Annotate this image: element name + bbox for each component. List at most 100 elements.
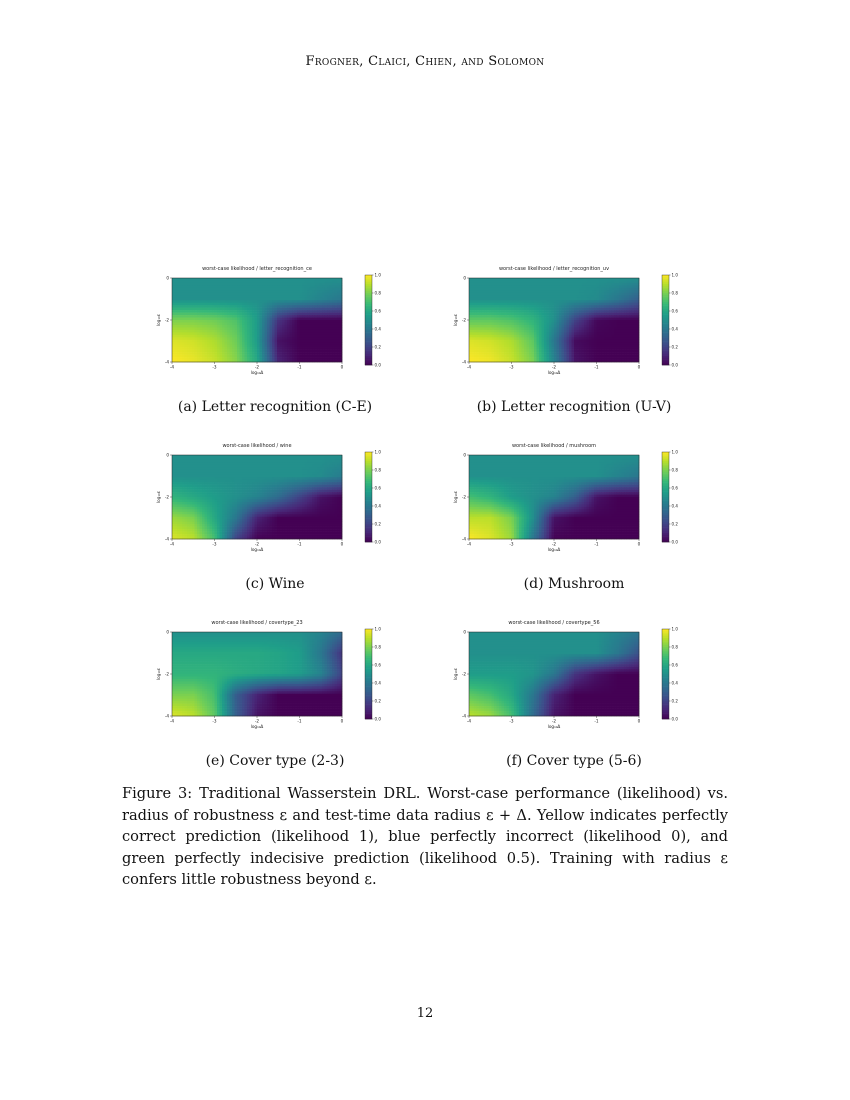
- heatmap-cell: [317, 459, 320, 463]
- heatmap-cell: [539, 310, 542, 313]
- heatmap-cell: [571, 295, 575, 299]
- heatmap-cell: [539, 337, 542, 341]
- heatmap-cell: [177, 317, 180, 321]
- heatmap-cell: [312, 352, 315, 355]
- heatmap-cell: [249, 344, 253, 348]
- heatmap-cell: [207, 315, 210, 318]
- heatmap-cell: [317, 332, 320, 336]
- heatmap-cell: [234, 292, 238, 296]
- heatmap-cell: [616, 315, 620, 318]
- heatmap-cell: [504, 329, 507, 333]
- heatmap-cell: [284, 317, 288, 321]
- heatmap-cell: [511, 354, 515, 358]
- heatmap-cell: [334, 280, 338, 284]
- heatmap-cell: [239, 312, 243, 316]
- heatmap-cell: [586, 329, 590, 333]
- heatmap-cell: [534, 334, 537, 338]
- heatmap-cell: [606, 295, 610, 299]
- heatmap-cell: [494, 342, 497, 346]
- heatmap-cell: [217, 300, 220, 304]
- heatmap-cell: [187, 455, 190, 458]
- heatmap-cell: [549, 312, 552, 316]
- heatmap-cell: [224, 295, 228, 299]
- heatmap-cell: [337, 322, 340, 326]
- heatmap-cell: [277, 278, 280, 281]
- heatmap-cell: [297, 352, 300, 355]
- heatmap-cell: [207, 455, 210, 458]
- heatmap-cell: [631, 322, 635, 326]
- heatmap-cell: [504, 352, 507, 355]
- heatmap-cell: [529, 320, 532, 323]
- heatmap-cell: [534, 285, 537, 289]
- heatmap-cell: [299, 292, 303, 296]
- heatmap-cell: [596, 339, 600, 343]
- heatmap-cell: [294, 457, 298, 461]
- heatmap-cell: [332, 359, 335, 363]
- heatmap-cell: [499, 285, 502, 289]
- heatmap-cell: [314, 287, 318, 291]
- heatmap-cell: [202, 292, 205, 296]
- heatmap-cell: [324, 352, 328, 355]
- heatmap-cell: [564, 280, 567, 284]
- heatmap-cell: [252, 297, 255, 301]
- heatmap-cell: [199, 347, 203, 350]
- heatmap-cell: [556, 278, 560, 281]
- heatmap-cell: [491, 347, 495, 350]
- heatmap-cell: [257, 337, 260, 341]
- heatmap-cell: [214, 352, 218, 355]
- heatmap-cell: [259, 307, 263, 311]
- heatmap-cell: [481, 307, 485, 311]
- heatmap-cell: [319, 324, 323, 328]
- heatmap-cell: [631, 278, 635, 281]
- heatmap-cell: [569, 344, 572, 348]
- heatmap-cell: [524, 310, 527, 313]
- heatmap-cell: [486, 287, 490, 291]
- heatmap-cell: [541, 342, 545, 346]
- heatmap-cell: [299, 352, 303, 355]
- heatmap-cell: [287, 302, 290, 306]
- heatmap-cell: [486, 357, 490, 360]
- heatmap-cell: [174, 315, 178, 318]
- heatmap-cell: [267, 337, 270, 341]
- heatmap-cell: [634, 295, 637, 299]
- heatmap-cell: [222, 285, 225, 289]
- heatmap-cell: [589, 334, 592, 338]
- heatmap-cell: [187, 320, 190, 323]
- heatmap-cell: [202, 324, 205, 328]
- heatmap-cell: [564, 332, 567, 336]
- heatmap-cell: [551, 344, 555, 348]
- heatmap-cell: [207, 349, 210, 353]
- heatmap-cell: [319, 332, 323, 336]
- heatmap-cell: [337, 280, 340, 284]
- heatmap-cell: [279, 337, 283, 341]
- heatmap-cell: [207, 317, 210, 321]
- heatmap-cell: [247, 329, 250, 333]
- heatmap-cell: [629, 315, 632, 318]
- heatmap-cell: [299, 457, 303, 461]
- heatmap-cell: [174, 300, 178, 304]
- heatmap-cell: [474, 290, 477, 294]
- heatmap-cell: [609, 359, 612, 363]
- heatmap-cell: [217, 287, 220, 291]
- heatmap-cell: [489, 282, 492, 286]
- heatmap-cell: [234, 278, 238, 281]
- heatmap-cell: [324, 342, 328, 346]
- heatmap-cell: [541, 327, 545, 331]
- heatmap-cell: [496, 329, 500, 333]
- heatmap-cell: [219, 459, 223, 463]
- heatmap-cell: [596, 332, 600, 336]
- heatmap-cell: [267, 297, 270, 301]
- heatmap-cell: [574, 315, 577, 318]
- heatmap-cell: [571, 342, 575, 346]
- heatmap-cell: [242, 310, 245, 313]
- heatmap-cell: [621, 332, 625, 336]
- heatmap-cell: [506, 344, 510, 348]
- heatmap-cell: [534, 322, 537, 326]
- heatmap-cell: [496, 295, 500, 299]
- heatmap-cell: [252, 282, 255, 286]
- heatmap-cell: [544, 290, 547, 294]
- heatmap-cell: [531, 302, 535, 306]
- heatmap-cell: [469, 315, 472, 318]
- heatmap-cell: [509, 347, 512, 350]
- heatmap-cell: [332, 354, 335, 358]
